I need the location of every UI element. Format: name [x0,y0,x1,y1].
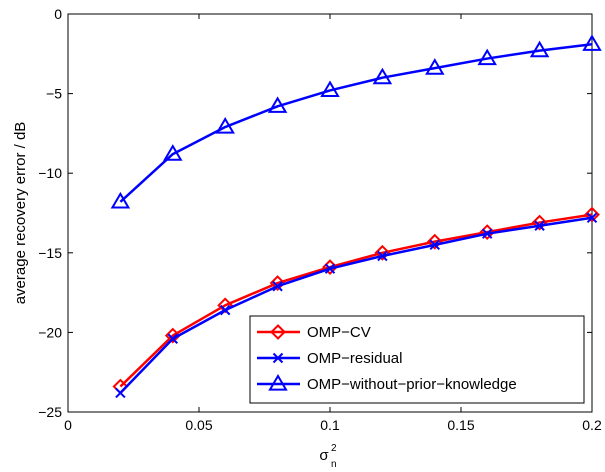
data-point [219,304,231,316]
axis-ticks: 0 0.05 0.1 0.15 0.2 −25 −20 −15 −10 −5 0 [38,6,602,433]
data-point [586,212,598,223]
data-point [425,58,445,75]
data-point [429,239,441,251]
legend-label: OMP−CV [307,324,371,341]
data-point [163,144,183,161]
data-point [324,263,336,274]
data-point [477,48,497,66]
legend-marker [270,324,286,340]
x-tick-label: 0.1 [320,417,340,433]
x-axis-label-superscript: 2 [331,443,337,454]
x-tick-label: 0.05 [185,417,212,433]
series-line [119,213,593,388]
legend-entry: OMP−CV [257,324,371,341]
series-diamond [112,206,600,395]
series-triangle [110,34,602,209]
x-axis-label: σ 2 n [319,443,337,470]
data-point [217,297,234,314]
y-tick-label: 0 [54,6,62,22]
data-point [115,387,126,399]
x-tick-label: 0.15 [447,417,474,433]
legend-marker [272,352,284,364]
legend-entry: OMP−residual [257,350,402,367]
data-point [320,80,340,98]
legend-label: OMP−residual [307,350,402,367]
y-tick-label: −15 [38,245,62,261]
legend-label: OMP−without−prior−knowledge [307,376,517,393]
data-point [531,214,548,231]
data-point [426,233,443,250]
data-point [215,117,235,134]
legend-marker [268,374,288,391]
data-point [269,275,286,291]
data-point [272,281,283,292]
legend: OMP−CV OMP−residual OMP−without−prior−know… [249,315,585,404]
x-axis-label-sigma: σ [319,447,329,464]
y-tick-label: −25 [38,404,62,420]
legend-box [249,315,585,404]
data-point [582,34,602,51]
data-point [529,40,550,58]
data-point [372,67,393,85]
y-axis-label: average recovery error / dB [12,122,29,305]
y-tick-label: −20 [38,324,62,340]
y-tick-label: −10 [38,165,62,181]
data-point [377,250,388,262]
data-point [267,96,288,113]
series-line [119,216,593,394]
series-x [115,212,598,399]
series-line [119,43,593,203]
data-point [534,220,545,231]
x-tick-label: 0 [64,417,72,433]
series-layer [110,34,602,399]
data-point [110,191,131,209]
legend-entry: OMP−without−prior−knowledge [257,374,517,393]
data-point [584,206,600,223]
data-point [167,333,179,344]
y-tick-label: −5 [46,86,62,102]
x-axis-label-subscript: n [331,459,337,470]
data-point [164,327,181,344]
x-tick-label: 0.2 [582,417,602,433]
data-point [374,244,391,261]
data-point [481,228,493,239]
